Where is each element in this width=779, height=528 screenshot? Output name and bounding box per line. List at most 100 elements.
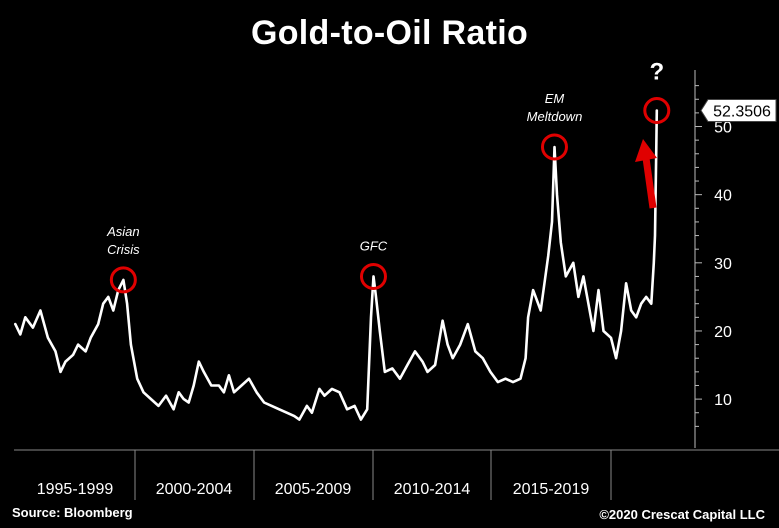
data-point (572, 261, 575, 264)
data-point (654, 234, 656, 237)
data-point (391, 367, 394, 370)
data-point (640, 302, 643, 305)
copyright-note: ©2020 Crescat Capital LLC (599, 507, 765, 522)
data-point (451, 357, 454, 360)
data-point (512, 381, 514, 383)
data-point (372, 275, 375, 278)
data-point (378, 330, 381, 332)
annotations-layer: 52.3506 Asian Crisis GFC EM Meltdown? (106, 59, 777, 294)
data-point (587, 302, 590, 305)
data-point (650, 302, 653, 305)
data-point (331, 387, 333, 390)
data-point (655, 146, 658, 148)
y-tick-label: 20 (714, 324, 732, 341)
data-point (406, 364, 409, 366)
highlight-circle (643, 97, 671, 125)
data-point (592, 330, 595, 332)
data-point (298, 418, 301, 421)
data-point (524, 357, 527, 360)
data-point (375, 295, 377, 298)
annotation-label: EM (545, 91, 565, 106)
chart-axes: 10 20 30 40 50 1995-1999 2000-2004 2005-2009 201… (14, 70, 779, 500)
data-point (421, 360, 424, 363)
data-point (59, 370, 62, 373)
data-point (248, 377, 250, 380)
data-point (527, 316, 529, 319)
data-point (366, 408, 369, 411)
data-point (14, 323, 17, 326)
data-point (323, 394, 326, 397)
data-point (625, 282, 628, 285)
data-point (89, 336, 92, 339)
data-point (597, 289, 600, 291)
data-point (150, 398, 152, 401)
highlight-circle (540, 133, 568, 161)
data-point (142, 391, 145, 394)
data-point (353, 405, 356, 407)
annotation-label: Crisis (107, 242, 140, 257)
data-point (19, 333, 22, 336)
data-point (360, 418, 362, 421)
data-point (504, 377, 507, 380)
data-point (187, 401, 190, 404)
highlight-circle (109, 266, 137, 294)
data-point (177, 391, 180, 394)
data-point (635, 316, 638, 319)
data-point (84, 350, 87, 353)
data-point (551, 221, 553, 223)
data-point (129, 343, 132, 346)
data-point (77, 343, 80, 346)
data-point (645, 295, 648, 298)
data-point (310, 411, 313, 414)
annotation-label: Asian (106, 224, 140, 239)
data-point (398, 377, 401, 380)
data-point (553, 146, 556, 148)
data-point (620, 330, 622, 332)
data-point (497, 381, 499, 383)
data-point (338, 391, 341, 394)
data-point (559, 241, 562, 244)
annotation-label: GFC (360, 238, 388, 253)
data-point (157, 405, 160, 407)
data-point (370, 316, 372, 319)
data-point (197, 360, 200, 363)
data-point (441, 319, 444, 322)
data-point (240, 384, 243, 387)
data-point (112, 309, 115, 312)
data-point (270, 405, 273, 407)
y-tick-label: 10 (714, 392, 732, 409)
annotation-label: ? (649, 59, 664, 86)
data-point (47, 336, 49, 339)
data-point (474, 350, 477, 353)
last-value-label: 52.3506 (713, 104, 771, 121)
source-note: Source: Bloomberg (12, 505, 133, 520)
data-point (519, 377, 522, 380)
arrow-shaft (642, 157, 657, 209)
data-point (630, 309, 633, 312)
data-point (107, 295, 110, 298)
data-point (31, 326, 34, 329)
data-point (434, 364, 436, 366)
data-point (72, 353, 74, 356)
highlight-circle (359, 262, 387, 290)
x-period-label: 2000-2004 (156, 481, 233, 498)
data-point (210, 384, 213, 387)
data-point (652, 261, 655, 264)
chart-title: Gold-to-Oil Ratio (250, 14, 529, 52)
data-point (539, 309, 542, 312)
data-point (414, 350, 416, 353)
data-point (278, 408, 281, 411)
data-point (602, 330, 605, 332)
data-point (577, 295, 580, 298)
x-period-label: 2015-2019 (513, 481, 590, 498)
data-point (466, 323, 469, 326)
data-point (39, 309, 42, 312)
data-point (610, 336, 612, 339)
x-period-label: 1995-1999 (37, 481, 114, 498)
data-point (228, 374, 230, 377)
data-point (126, 302, 129, 305)
data-point (305, 405, 308, 407)
data-point (582, 275, 585, 278)
data-point (285, 411, 288, 414)
